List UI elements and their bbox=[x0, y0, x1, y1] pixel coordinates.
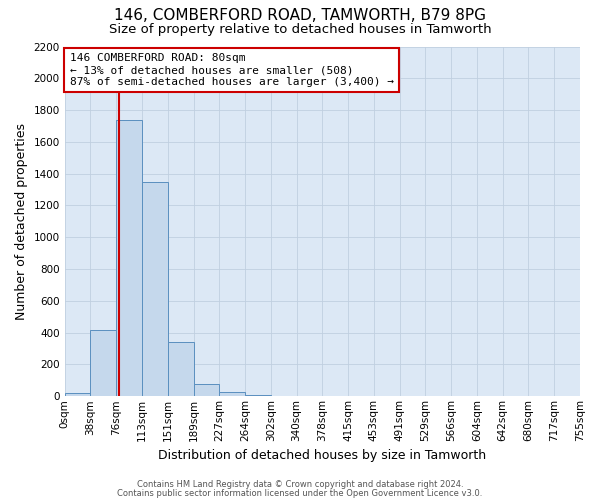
Bar bbox=[91, 330, 116, 396]
Bar bbox=[65, 393, 91, 396]
Text: Size of property relative to detached houses in Tamworth: Size of property relative to detached ho… bbox=[109, 22, 491, 36]
Bar bbox=[142, 182, 168, 396]
X-axis label: Distribution of detached houses by size in Tamworth: Distribution of detached houses by size … bbox=[158, 450, 487, 462]
Bar bbox=[168, 342, 193, 396]
Y-axis label: Number of detached properties: Number of detached properties bbox=[15, 123, 28, 320]
Text: 146, COMBERFORD ROAD, TAMWORTH, B79 8PG: 146, COMBERFORD ROAD, TAMWORTH, B79 8PG bbox=[114, 8, 486, 22]
Text: Contains HM Land Registry data © Crown copyright and database right 2024.: Contains HM Land Registry data © Crown c… bbox=[137, 480, 463, 489]
Bar bbox=[219, 392, 245, 396]
Text: Contains public sector information licensed under the Open Government Licence v3: Contains public sector information licen… bbox=[118, 489, 482, 498]
Bar bbox=[116, 120, 142, 396]
Bar bbox=[193, 384, 219, 396]
Text: 146 COMBERFORD ROAD: 80sqm
← 13% of detached houses are smaller (508)
87% of sem: 146 COMBERFORD ROAD: 80sqm ← 13% of deta… bbox=[70, 54, 394, 86]
